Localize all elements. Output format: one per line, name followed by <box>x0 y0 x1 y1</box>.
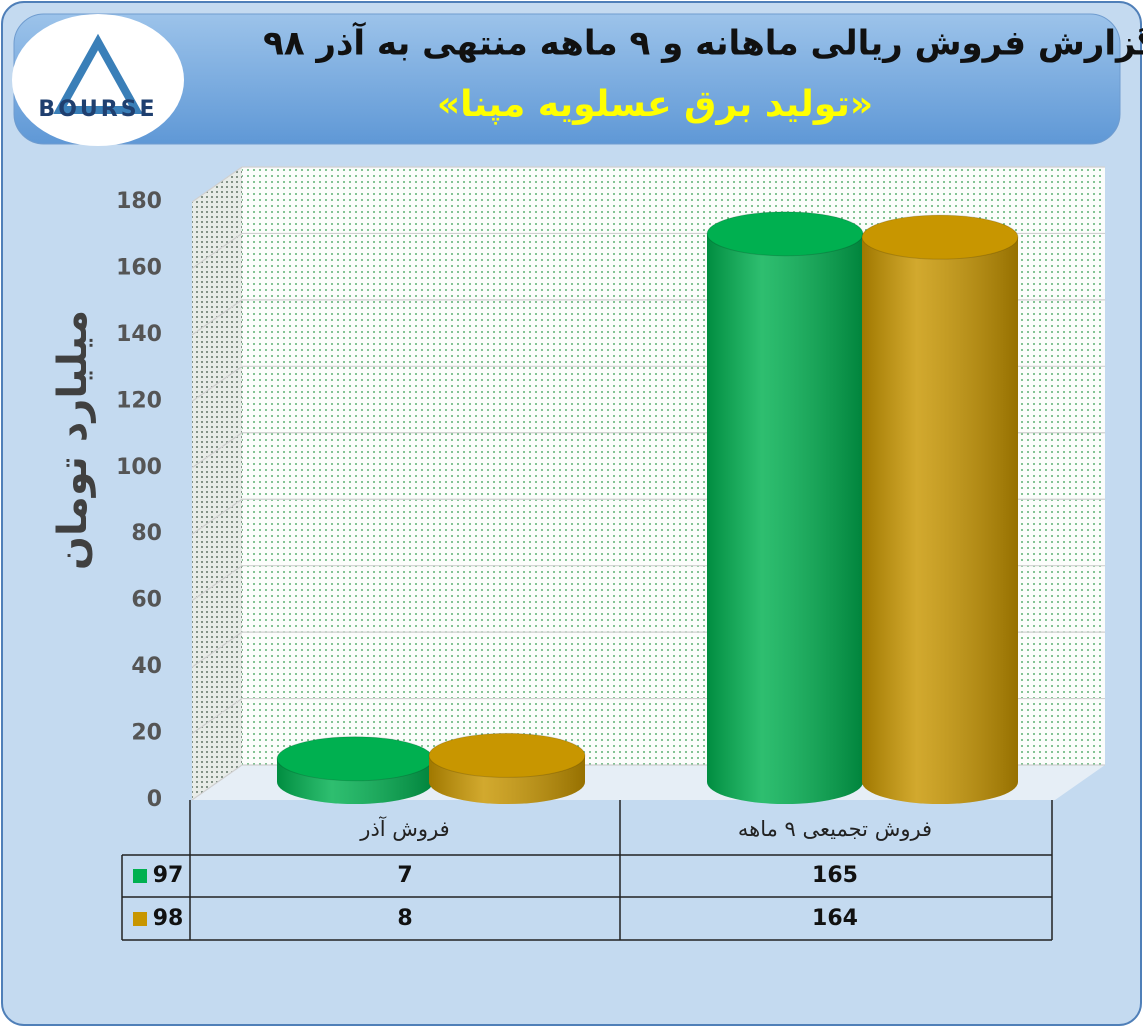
y-tick-label: 0 <box>147 787 162 812</box>
bar-top <box>428 732 586 778</box>
bar-top <box>276 736 434 782</box>
y-tick-label: 60 <box>131 588 162 613</box>
y-tick-label: 140 <box>116 322 162 347</box>
y-tick-label: 100 <box>116 455 162 480</box>
table-value: 8 <box>397 906 412 931</box>
y-tick-label: 20 <box>131 721 162 746</box>
chart-title: گزارش فروش ریالی ماهانه و ۹ ماهه منتهی ب… <box>263 22 1143 64</box>
table-value: 164 <box>812 906 858 931</box>
x-tick-label: فروش آذر <box>359 816 449 841</box>
logo-text: BOURSE <box>38 97 157 122</box>
y-tick-label: 120 <box>116 388 162 413</box>
bar-top <box>706 211 864 257</box>
y-tick-label: 80 <box>131 521 162 546</box>
logo-bg <box>12 14 184 146</box>
logo-icon <box>53 33 143 114</box>
y-axis-label: میلیارد تومان <box>50 310 96 570</box>
grid-line <box>191 166 1105 203</box>
chart-subtitle: «تولید برق عسلویه مپنا» <box>437 84 873 125</box>
y-tick-label: 40 <box>131 654 162 679</box>
side-wall <box>192 167 242 800</box>
y-tick-label: 180 <box>116 189 162 214</box>
table-value: 165 <box>812 863 858 888</box>
legend-label: 97 <box>153 863 184 888</box>
bar-top <box>861 214 1019 260</box>
legend-swatch <box>133 912 147 926</box>
y-tick-label: 160 <box>116 255 162 280</box>
x-tick-label: فروش تجمیعی ۹ ماهه <box>738 817 932 841</box>
table-value: 7 <box>397 863 412 888</box>
legend-swatch <box>133 869 147 883</box>
bar-shade <box>707 233 863 805</box>
legend-label: 98 <box>153 906 184 931</box>
bar-shade <box>862 237 1018 805</box>
